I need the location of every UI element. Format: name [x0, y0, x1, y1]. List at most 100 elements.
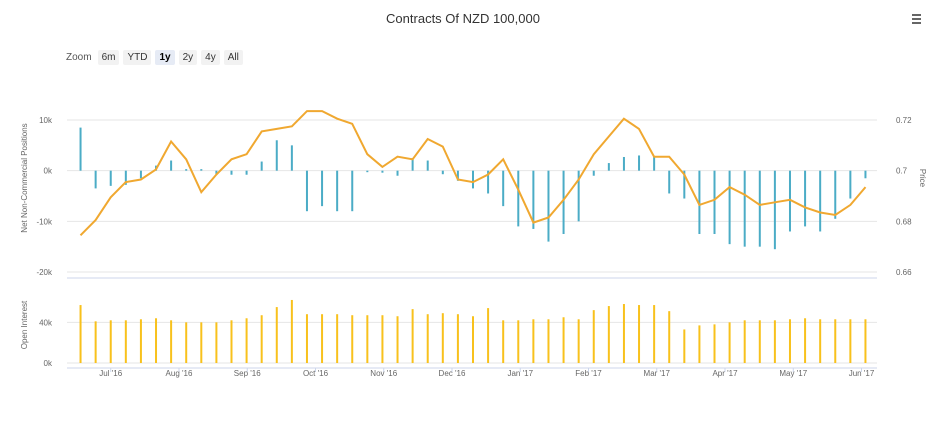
- net-position-bar: [638, 155, 641, 171]
- net-position-bar: [336, 170, 339, 212]
- open-interest-bar: [411, 309, 414, 363]
- open-interest-axis-title: Open Interest: [20, 300, 29, 349]
- net-position-bar: [411, 158, 414, 171]
- open-interest-bar: [290, 299, 293, 363]
- open-interest-bar: [351, 315, 354, 363]
- net-position-bar: [788, 170, 791, 232]
- date-axis: Jul '16 Aug '16 Sep '16 Oct '16 Nov '16 Dec '…: [99, 368, 875, 378]
- open-interest-bar: [170, 320, 173, 363]
- net-position-bar: [713, 170, 716, 234]
- x-tick-label: Apr '17: [712, 369, 738, 378]
- open-interest-bar: [683, 329, 686, 363]
- x-tick-label: Nov '16: [370, 369, 397, 378]
- x-tick-label: Jun '17: [849, 369, 875, 378]
- net-position-bar: [577, 170, 580, 222]
- x-tick-label: May '17: [779, 369, 807, 378]
- zoom-bar: Zoom 6m YTD 1y 2y 4y All: [66, 50, 243, 65]
- open-interest-bar: [441, 313, 444, 363]
- open-interest-bars: [79, 299, 867, 363]
- open-interest-bar: [758, 320, 761, 363]
- open-interest-bar: [804, 318, 807, 363]
- open-interest-bar: [864, 319, 867, 363]
- net-position-bar: [351, 170, 354, 212]
- net-position-tick-label: 0k: [44, 167, 53, 176]
- net-position-bars: [79, 127, 867, 250]
- open-interest-bar: [849, 319, 852, 363]
- x-tick-label: Sep '16: [234, 369, 261, 378]
- net-position-bar: [653, 156, 656, 171]
- open-interest-bar: [728, 322, 731, 363]
- net-position-bar: [502, 170, 505, 207]
- open-interest-tick-label: 0k: [44, 359, 53, 368]
- x-tick-label: Mar '17: [644, 369, 671, 378]
- open-interest-bar: [653, 305, 656, 363]
- net-position-bar: [396, 170, 399, 176]
- open-interest-bar: [381, 315, 384, 363]
- net-position-bar: [472, 170, 474, 189]
- net-position-bar: [804, 170, 807, 227]
- open-interest-bar: [215, 322, 218, 363]
- net-position-bar: [200, 169, 203, 171]
- open-interest-bar: [275, 307, 278, 363]
- net-position-bar: [456, 170, 459, 181]
- open-interest-bar: [819, 319, 822, 363]
- open-interest-bar: [139, 319, 142, 363]
- open-interest-bar: [79, 305, 82, 363]
- open-interest-bar: [547, 319, 550, 363]
- open-interest-bar: [396, 316, 399, 363]
- net-position-bar: [547, 170, 550, 242]
- open-interest-bar: [155, 318, 158, 363]
- net-position-bar: [849, 170, 852, 199]
- net-position-bar: [773, 170, 776, 250]
- open-interest-bar: [305, 314, 308, 363]
- hamburger-menu-icon[interactable]: [912, 14, 921, 26]
- open-interest-bar: [713, 324, 716, 363]
- net-position-bar: [728, 170, 731, 245]
- open-interest-bar: [245, 318, 248, 363]
- open-interest-bar: [743, 320, 746, 363]
- open-interest-bar: [532, 319, 535, 363]
- net-position-bar: [79, 127, 82, 171]
- x-tick-label: Jan '17: [507, 369, 533, 378]
- net-position-tick-label: -20k: [36, 268, 53, 277]
- net-position-bar: [381, 170, 384, 173]
- net-position-bar: [290, 145, 293, 171]
- open-interest-bar: [200, 322, 203, 363]
- open-interest-bar: [321, 314, 324, 363]
- open-interest-bar: [472, 316, 474, 363]
- zoom-6m-button[interactable]: 6m: [97, 50, 120, 65]
- open-interest-bar: [773, 320, 776, 363]
- open-interest-bar: [562, 317, 565, 363]
- net-position-bar: [426, 160, 429, 171]
- zoom-all-button[interactable]: All: [223, 50, 243, 65]
- open-interest-bar: [124, 320, 127, 363]
- net-position-bar: [275, 140, 278, 171]
- net-position-bar: [622, 156, 625, 171]
- price-tick-label: 0.72: [896, 116, 912, 125]
- open-interest-bar: [698, 325, 701, 363]
- open-interest-bar: [366, 315, 369, 363]
- net-position-tick-label: 10k: [39, 116, 53, 125]
- zoom-4y-button[interactable]: 4y: [201, 50, 220, 65]
- net-position-tick-label: -10k: [36, 217, 53, 226]
- open-interest-bar: [607, 306, 610, 363]
- zoom-ytd-button[interactable]: YTD: [123, 50, 152, 65]
- price-tick-label: 0.68: [896, 217, 912, 226]
- x-tick-label: Oct '16: [303, 369, 329, 378]
- open-interest-bar: [517, 320, 520, 363]
- net-position-bar: [819, 170, 822, 232]
- price-line: [79, 110, 867, 237]
- net-position-bar: [305, 170, 308, 212]
- open-interest-bar: [788, 319, 791, 363]
- net-position-bar: [321, 170, 324, 207]
- price-tick-label: 0.66: [896, 268, 912, 277]
- x-tick-label: Feb '17: [575, 369, 602, 378]
- zoom-2y-button[interactable]: 2y: [178, 50, 198, 65]
- open-interest-bar: [260, 315, 263, 363]
- zoom-label: Zoom: [66, 52, 92, 63]
- open-interest-bar: [109, 320, 112, 363]
- price-axis-ticks: 0.72 0.7 0.68 0.66: [896, 116, 912, 277]
- zoom-1y-button[interactable]: 1y: [155, 50, 175, 65]
- net-position-bar: [185, 169, 188, 171]
